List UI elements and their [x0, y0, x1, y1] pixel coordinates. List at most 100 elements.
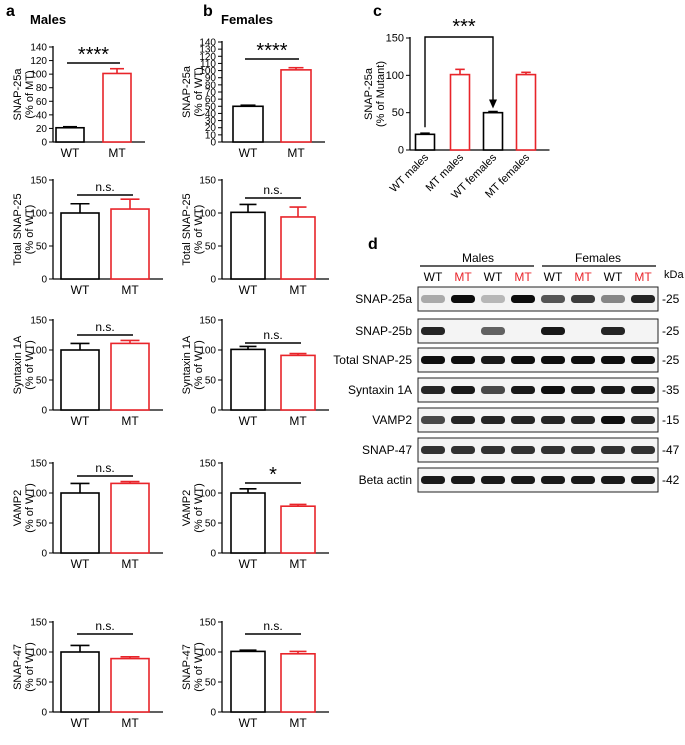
- western-blot: Males Females WT MT WT MT WT MT WT MT kDa SNAP-25a -…: [333, 251, 684, 493]
- y-tick-label: 150: [199, 316, 216, 327]
- y-axis-label: (% of WT): [193, 642, 205, 692]
- y-axis-label: SNAP-25a: [12, 68, 24, 121]
- x-tick-label: MT: [108, 146, 126, 160]
- x-tick-label: WT: [239, 557, 258, 571]
- blot-band: [631, 416, 655, 424]
- y-axis-label: SNAP-47: [181, 644, 193, 690]
- panel-title-males: Males: [30, 12, 66, 27]
- y-tick-label: 30: [205, 116, 217, 127]
- bar-wt: [232, 105, 264, 143]
- y-tick-label: 110: [200, 59, 216, 70]
- bar-chart: 0 20 40 60 80 100 120 140 SNAP-25a (% of MT) WT MT *…: [12, 43, 145, 160]
- y-tick-label: 150: [30, 618, 47, 629]
- bar-mt-males: [449, 73, 471, 151]
- x-tick-label: WT: [239, 146, 258, 160]
- x-tick-label: WT: [71, 414, 90, 428]
- bar-wt-males: [414, 133, 436, 151]
- blot-row: SNAP-25a -25: [355, 286, 680, 312]
- bar-wt: [55, 126, 85, 143]
- bar-wt: [230, 211, 266, 280]
- blot-band: [631, 476, 655, 484]
- y-tick-label: 150: [30, 176, 47, 187]
- blot-band: [601, 327, 625, 335]
- significance-bracket: [424, 36, 494, 128]
- blot-band: [451, 356, 475, 364]
- y-tick-label: 50: [36, 519, 48, 530]
- y-tick-label: 10: [205, 130, 217, 141]
- y-tick-label: 0: [41, 549, 47, 560]
- blot-band: [451, 446, 475, 454]
- y-tick-label: 100: [199, 648, 216, 659]
- blot-band: [421, 446, 445, 454]
- blot-band: [421, 356, 445, 364]
- y-tick-label: 100: [386, 70, 404, 82]
- x-tick-label: MT: [121, 716, 139, 730]
- y-tick-label: 140: [30, 43, 47, 54]
- x-tick-label: MT: [289, 557, 307, 571]
- blot-row-label: VAMP2: [372, 413, 412, 427]
- y-tick-label: 50: [205, 102, 217, 113]
- x-tick-label: WT: [71, 557, 90, 571]
- y-axis-label: Syntaxin 1A: [181, 335, 193, 394]
- blot-band: [541, 476, 565, 484]
- x-tick-label: MT: [287, 146, 305, 160]
- significance-label: n.s.: [263, 619, 282, 633]
- blot-band: [541, 386, 565, 394]
- blot-band: [511, 416, 535, 424]
- blot-band: [571, 446, 595, 454]
- y-tick-label: 150: [199, 459, 216, 470]
- bar-chart: 0 50 100 150 Total SNAP-25 (% of WT) WT MT n.s.: [181, 176, 329, 297]
- bar-mt: [280, 354, 316, 411]
- y-tick-label: 100: [199, 346, 216, 357]
- panel-label-b: b: [203, 3, 213, 20]
- y-tick-label: 40: [205, 109, 217, 120]
- lane-label: MT: [454, 270, 472, 284]
- y-tick-label: 100: [199, 489, 216, 500]
- blot-row: Total SNAP-25 -25: [333, 347, 680, 373]
- y-tick-label: 0: [41, 275, 47, 286]
- y-tick-label: 50: [205, 376, 217, 387]
- blot-band: [481, 386, 505, 394]
- y-axis-label: (% of Mutant): [375, 61, 387, 127]
- blot-band: [481, 327, 505, 335]
- blot-row: Syntaxin 1A -35: [348, 377, 680, 403]
- significance-label: n.s.: [95, 180, 114, 194]
- bar-mt: [280, 505, 316, 554]
- blot-band: [481, 476, 505, 484]
- blot-row: SNAP-47 -47: [362, 437, 680, 463]
- blot-row-label: SNAP-25b: [355, 324, 412, 338]
- bar-mt: [280, 69, 312, 143]
- y-tick-label: 60: [205, 95, 217, 106]
- y-axis-label: SNAP-25a: [181, 65, 193, 118]
- x-tick-label: WT: [239, 283, 258, 297]
- y-axis-label: Total SNAP-25: [181, 193, 193, 265]
- y-tick-label: 50: [36, 678, 48, 689]
- x-tick-label: WT: [239, 716, 258, 730]
- significance-label: ***: [452, 16, 476, 38]
- blot-band: [451, 386, 475, 394]
- y-tick-label: 80: [205, 80, 217, 91]
- y-axis-label: VAMP2: [181, 490, 193, 526]
- blot-band: [631, 386, 655, 394]
- y-tick-label: 60: [36, 97, 48, 108]
- significance-label: ****: [78, 44, 109, 66]
- x-tick-label: WT: [61, 146, 80, 160]
- y-axis-label: Total SNAP-25: [12, 193, 24, 265]
- y-tick-label: 70: [205, 88, 217, 99]
- y-tick-label: 150: [30, 316, 47, 327]
- x-tick-label: WT males: [388, 151, 432, 195]
- lane-label: WT: [544, 270, 563, 284]
- y-tick-label: 0: [41, 138, 47, 149]
- blot-band: [511, 476, 535, 484]
- bar-wt-females: [482, 111, 504, 151]
- y-tick-label: 130: [199, 45, 216, 56]
- bar-wt: [60, 212, 100, 280]
- kda-marker: -25: [662, 292, 680, 306]
- y-tick-label: 50: [392, 107, 404, 119]
- bar-mt-females: [515, 73, 537, 151]
- kda-marker: -42: [662, 473, 680, 487]
- y-tick-label: 0: [210, 708, 216, 719]
- blot-band: [541, 446, 565, 454]
